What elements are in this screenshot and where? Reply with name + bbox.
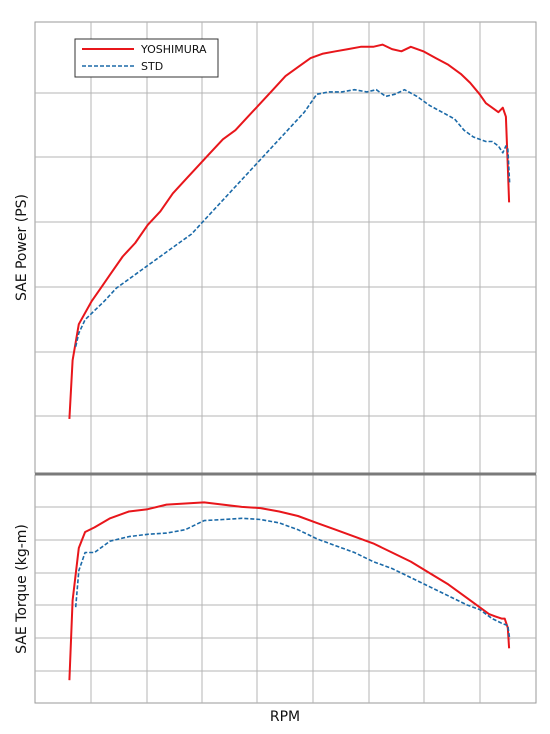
torque-series-std-line	[74, 517, 511, 640]
power-plot-frame	[34, 21, 537, 474]
power-series-yoshimura-line	[68, 43, 511, 419]
power-y-axis-label: SAE Power (PS)	[14, 194, 30, 301]
torque-y-axis-label: SAE Torque (kg-m)	[14, 524, 30, 654]
legend-label-yoshimura: YOSHIMURA	[140, 43, 207, 56]
power-series-std-line	[74, 88, 511, 347]
torque-plot-frame	[34, 474, 537, 704]
legend-label-std: STD	[141, 60, 163, 73]
x-axis-label: RPM	[270, 709, 300, 725]
legend-box	[74, 38, 219, 78]
torque-series-yoshimura-line	[68, 501, 511, 681]
